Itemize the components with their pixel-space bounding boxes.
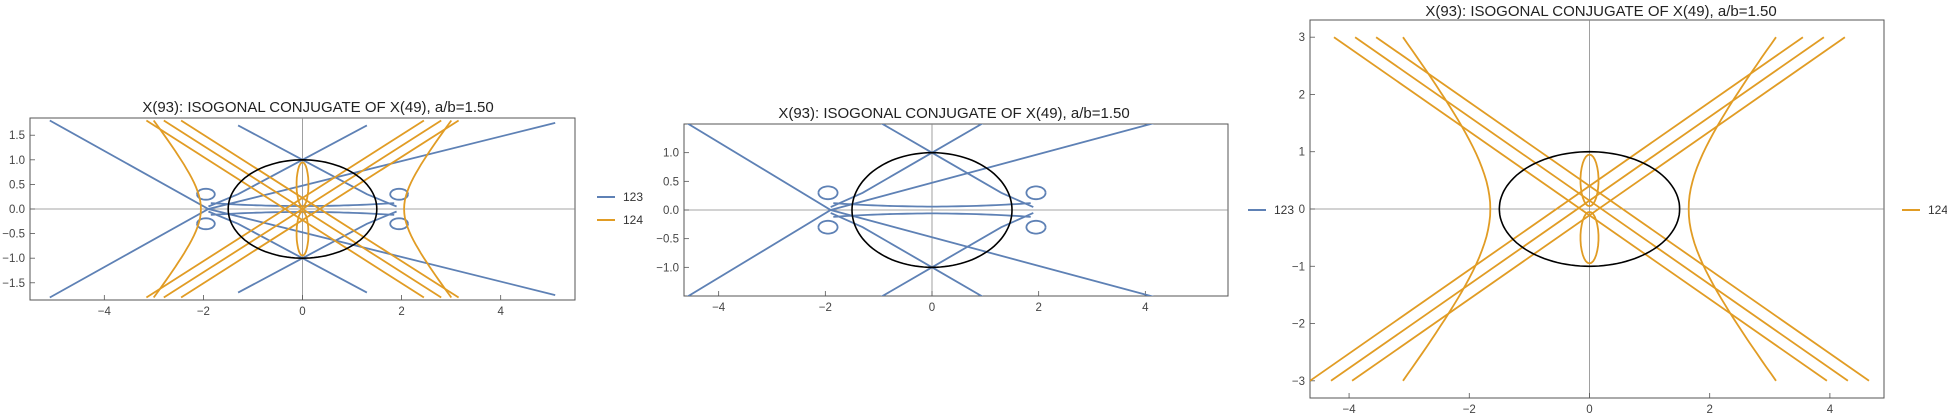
series-123-curve: [1025, 219, 1047, 235]
y-tick-label: 3: [1299, 32, 1305, 44]
y-tick-label: −1.0: [656, 262, 679, 274]
y-tick-label: −1.5: [2, 278, 25, 290]
x-tick-label: 0: [929, 302, 935, 314]
series-124-curve: [163, 119, 442, 299]
legend-2: 123: [1248, 203, 1294, 217]
y-tick-label: −2: [1292, 319, 1305, 331]
series-123-curve: [817, 185, 839, 201]
curves: [1310, 36, 1870, 382]
series-123-curve: [196, 187, 216, 201]
y-tick-label: 1.5: [9, 130, 25, 142]
chart-panel-1: X(93): ISOGONAL CONJUGATE OF X(49), a/b=…: [2, 99, 643, 318]
x-tick-label: 2: [1035, 302, 1041, 314]
series-124-curve: [1333, 36, 1828, 382]
legend-1: 123 124: [597, 190, 643, 227]
x-tick-label: 2: [1706, 404, 1712, 416]
chart-title-3: X(93): ISOGONAL CONJUGATE OF X(49), a/b=…: [1425, 3, 1776, 20]
x-tick-label: −2: [197, 306, 210, 318]
x-tick-label: −2: [819, 302, 832, 314]
series-123-curve: [880, 212, 1034, 296]
x-tick-label: −4: [1343, 404, 1357, 416]
legend-label-123: 123: [1274, 203, 1294, 217]
series-123-curve: [830, 124, 984, 208]
series-123-curve: [880, 124, 1034, 208]
y-tick-label: −1: [1292, 261, 1305, 273]
legend-label-123: 123: [623, 190, 643, 204]
y-tick-label: 0.5: [663, 176, 679, 188]
series-124-curve: [1402, 36, 1492, 382]
y-tick-label: 1: [1299, 147, 1305, 159]
plot-area-3: −4 −2 0 2 4 −3 −2 −1 0 1 2 3: [1292, 19, 1885, 416]
series-124-curve: [403, 119, 453, 299]
y-tick-label: 0.0: [9, 204, 25, 216]
curves: [49, 119, 556, 299]
series-123-curve: [1025, 185, 1047, 201]
series-124-curve: [295, 161, 310, 208]
series-123-curve: [817, 219, 839, 235]
y-tick-label: 2: [1299, 89, 1305, 101]
series-123-curve: [49, 119, 556, 296]
legend-label-124: 124: [1928, 203, 1947, 217]
series-124-curve: [145, 119, 425, 299]
y-tick-label: −0.5: [2, 229, 25, 241]
y-tick-label: −1.0: [2, 253, 25, 265]
chart-title-2: X(93): ISOGONAL CONJUGATE OF X(49), a/b=…: [778, 105, 1129, 122]
plot-area-2: −4 −2 0 2 4 −1.0 −0.5 0.0 0.5 1.0: [656, 123, 1229, 314]
series-124-curve: [1351, 36, 1846, 382]
series-123-curve: [833, 212, 1031, 218]
curves: [686, 124, 1155, 296]
series-124-curve: [1579, 210, 1600, 265]
x-tick-label: 2: [398, 306, 404, 318]
series-124-curve: [1687, 36, 1777, 382]
ellipse-curve: [851, 151, 1013, 269]
y-tick-label: 0.5: [9, 179, 25, 191]
chart-title-1: X(93): ISOGONAL CONJUGATE OF X(49), a/b=…: [142, 99, 493, 116]
x-tick-label: 0: [299, 306, 305, 318]
series-124-curve: [1330, 36, 1825, 382]
x-tick-label: 4: [1827, 404, 1834, 416]
series-124-curve: [1579, 153, 1600, 208]
legend-label-124: 124: [623, 213, 643, 227]
ellipse-curve: [1498, 150, 1681, 268]
series-124-curve: [180, 119, 460, 299]
y-tick-label: 0.0: [663, 205, 679, 217]
series-123-curve: [196, 217, 216, 231]
series-123-curve: [389, 187, 409, 201]
ellipse-curve: [227, 158, 378, 260]
x-tick-label: 4: [1142, 302, 1149, 314]
series-124-curve: [1375, 36, 1870, 382]
x-tick-label: −2: [1463, 404, 1476, 416]
series-124-curve: [152, 119, 202, 299]
series-124-curve: [295, 210, 310, 257]
legend-3: 124: [1902, 203, 1947, 217]
y-tick-label: 0: [1299, 204, 1305, 216]
x-tick-label: −4: [98, 306, 112, 318]
x-tick-label: 4: [497, 306, 504, 318]
plot-area-1: −4 −2 0 2 4 −1.5 −1.0 −0.5 0.0 0.5 1.0 1.5: [2, 117, 576, 318]
x-tick-label: −4: [712, 302, 726, 314]
series-123-curve: [830, 212, 984, 296]
series-124-curve: [1354, 36, 1849, 382]
series-123-curve: [389, 217, 409, 231]
y-tick-label: 1.0: [9, 155, 25, 167]
y-tick-label: 1.0: [663, 148, 679, 160]
series-123-curve: [686, 124, 1155, 296]
y-tick-label: −0.5: [656, 234, 679, 246]
chart-panel-2: X(93): ISOGONAL CONJUGATE OF X(49), a/b=…: [656, 105, 1294, 314]
y-tick-label: −3: [1292, 376, 1305, 388]
chart-panel-3: X(93): ISOGONAL CONJUGATE OF X(49), a/b=…: [1292, 3, 1947, 416]
series-124-curve: [1310, 36, 1804, 382]
x-tick-label: 0: [1586, 404, 1592, 416]
series-123-curve: [833, 202, 1031, 208]
